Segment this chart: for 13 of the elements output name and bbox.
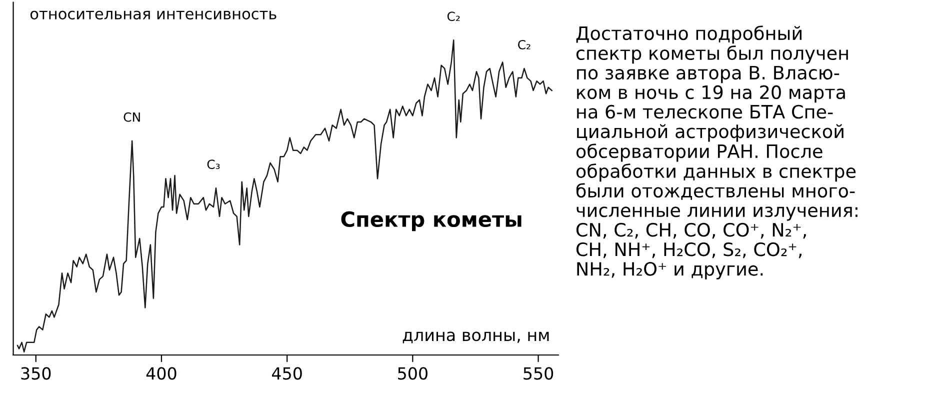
text: Спектр кометы [341, 211, 522, 232]
x-tick-label: 400 [146, 367, 176, 380]
annotation: C₂ [447, 12, 460, 22]
annotation: CN [124, 112, 140, 122]
annotation: C₃ [207, 160, 220, 170]
y-axis-title: относительная интенсивность [30, 10, 276, 20]
text: Достаточно подробный спектр кометы был получен по заявке автора В. Власю- ком в ночь с 19 на 20 марта на 6-м телескопе БТА Спе- циальной астрофизической обсерватории РАН. После обработки данных в спектре были отождествлены много- численные линии излучения: CN, C₂, CH, CO, CO⁺, N₂⁺, CH, NH⁺, H₂CO, S₂, CO₂⁺, NH₂, H₂O⁺ и другие. [576, 26, 858, 280]
x-tick-label: 350 [21, 367, 51, 380]
x-axis-title: длина волны, нм [402, 332, 549, 344]
x-tick-label: 500 [398, 367, 428, 380]
x-tick-label: 450 [272, 367, 302, 380]
annotation: C₂ [518, 40, 530, 50]
x-tick-label: 550 [524, 367, 554, 380]
